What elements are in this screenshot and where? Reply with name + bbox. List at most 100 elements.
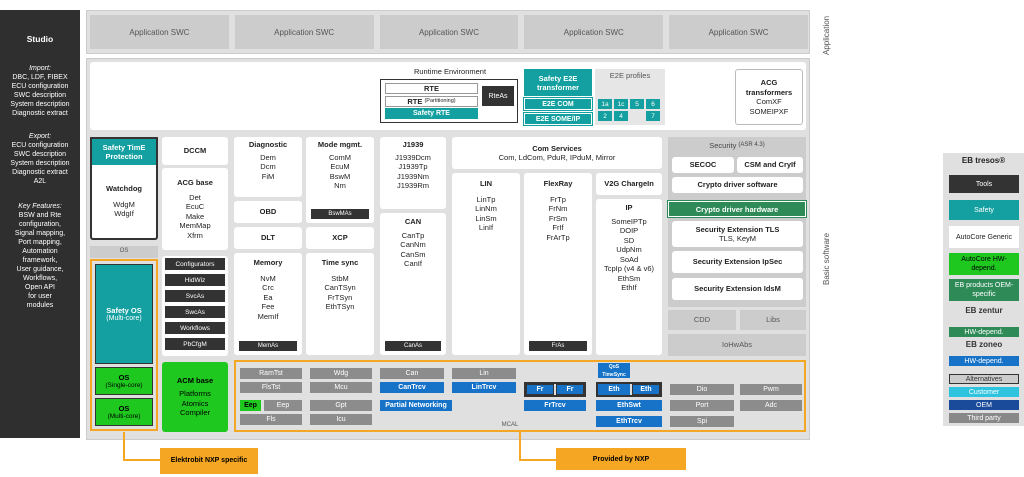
feature-item: Workflows, — [22, 275, 58, 282]
secoc-box: SECOC — [672, 157, 734, 173]
ip-box: IP SomeIPTp DOIP SD UdpNm SoAd TcpIp (v4 & v6… — [596, 199, 662, 355]
can-item: CanSm — [400, 249, 426, 259]
flexray-item: FrNm — [548, 204, 568, 213]
config-tool-box: Configurators — [165, 258, 225, 270]
acg-base-item: Det — [189, 192, 201, 202]
can-item: CanIf — [404, 259, 422, 268]
export-item: A2L — [33, 178, 47, 185]
watchdog-title: Watchdog — [106, 184, 142, 194]
rte-part-label: RTE — [407, 96, 423, 106]
import-item: ECU configuration — [11, 83, 69, 90]
export-item: SWC description — [13, 151, 67, 158]
memory-box: Memory NvM Crc Ea Fee MemIf — [234, 253, 302, 355]
config-tool-box: Workflows — [165, 322, 225, 334]
legend-zentur: EB zentur — [965, 306, 1003, 315]
lin-item: LinIf — [478, 223, 494, 232]
mcal-module: Fls — [240, 414, 302, 425]
config-tool-box: SvcAs — [165, 290, 225, 302]
cdd-box: CDD — [668, 310, 736, 330]
feature-item: configuration, — [18, 221, 61, 228]
e2e-profile: 4 — [614, 111, 628, 121]
os2-title: OS — [118, 404, 130, 413]
config-tool-box: HidWiz — [165, 274, 225, 286]
mcal-module: Icu — [310, 414, 372, 425]
import-item: Diagnostic extract — [12, 110, 68, 117]
acg-base-item: Make — [185, 211, 205, 221]
application-swc: Application SWC — [90, 15, 229, 49]
e2e-profile: 1c — [614, 99, 628, 109]
memas-box: MemAs — [239, 341, 297, 351]
application-swc: Application SWC — [234, 15, 374, 49]
e2e-profile: 6 — [646, 99, 660, 109]
safety-os-sub: (Multi-core) — [106, 315, 142, 322]
e2e-profiles-title: E2E profiles — [609, 71, 651, 80]
time-sync-item: StbM — [331, 273, 349, 283]
mcal-module: Eep — [264, 400, 302, 411]
mcal-label: MCAL — [501, 422, 519, 428]
mcal-module: Adc — [740, 400, 802, 411]
application-swc-row: Application SWC Application SWC Applicatio… — [90, 15, 808, 49]
diagnostic-title: Diagnostic — [248, 140, 288, 149]
e2e-profiles-grid: 1a 1c 5 6 2 4 7 — [598, 99, 662, 123]
mcal-module: Eth — [598, 384, 630, 395]
import-item: System description — [10, 101, 70, 108]
mcal-module: Mcu — [310, 382, 372, 393]
mode-item: EcuM — [330, 162, 350, 171]
j1939-item: J1939Rm — [396, 181, 430, 190]
acg-base-item: MemMap — [179, 221, 211, 230]
j1939-item: J1939Tp — [398, 162, 428, 171]
legend-zentur-hw: HW-depend. — [949, 327, 1019, 337]
os-single-core: OS (Single-core) — [95, 367, 153, 395]
lin-item: LinTp — [476, 194, 496, 204]
flexray-item: FrIf — [552, 223, 564, 232]
ip-item: DOIP — [619, 226, 639, 235]
mcal-module: LinTrcv — [452, 382, 516, 393]
memory-item: NvM — [260, 273, 276, 283]
legend-eb-products: EB products OEM-specific — [949, 279, 1019, 301]
features-heading: Key Features: — [18, 203, 62, 210]
features-list: BSW and Rte configuration, Signal mapping,… — [15, 211, 65, 310]
mcal-module: Lin — [452, 368, 516, 379]
mcal-module: QoS — [598, 363, 630, 371]
mode-item: Nm — [334, 181, 346, 190]
legend-oem: OEM — [949, 400, 1019, 410]
os1-sub: (Single-core) — [105, 382, 143, 389]
legend-alternatives: Alternatives — [949, 374, 1019, 384]
can-items: CanTp CanNm CanSm CanIf — [400, 231, 425, 269]
config-tools-column: Configurators HidWiz SvcAs SwcAs Workflows Pb… — [162, 256, 228, 356]
rte-partitioning-box: RTE (Partitioning) — [385, 96, 478, 107]
watchdog-items: WdgM WdgIf — [113, 200, 135, 219]
safety-rte-box: Safety RTE — [385, 108, 478, 119]
acm-item: Atomics — [181, 398, 209, 408]
feature-item: BSW and Rte — [18, 212, 62, 219]
lin-item: LinSm — [475, 213, 497, 223]
e2e-someip: E2E SOME/IP — [523, 112, 593, 126]
tls-title: Security Extension TLS — [695, 224, 780, 234]
safety-os-box: Safety OS (Multi-core) — [95, 264, 153, 364]
callout-nxp-specific: Elektrobit NXP specific — [160, 448, 258, 474]
ip-title: IP — [625, 203, 633, 212]
os1-title: OS — [118, 373, 130, 382]
j1939-item: J1939Nm — [396, 171, 430, 181]
acm-base-box: ACM base Platforms Atomics Compiler — [162, 362, 228, 432]
sec-ext-tls: Security Extension TLS TLS, KeyM — [672, 221, 803, 247]
mcal-module: RamTst — [240, 368, 302, 379]
mcal-module: Pwm — [740, 384, 802, 395]
mcal-module: Eth — [632, 384, 660, 395]
mcal-module: Port — [670, 400, 734, 411]
feature-item: Open API — [25, 284, 55, 291]
acg-base-items: Det EcuC Make MemMap Xfrm — [179, 193, 210, 241]
mcal-module: Dio — [670, 384, 734, 395]
bswmas-box: BswMAs — [311, 209, 369, 219]
application-swc: Application SWC — [524, 15, 664, 49]
feature-item: for user — [28, 293, 52, 300]
time-sync-items: StbM CanTSyn FrTSyn EthTSyn — [324, 274, 355, 312]
diagnostic-items: Dem Dcm FiM — [260, 153, 276, 182]
watchdog-item: WdgM — [113, 199, 135, 209]
ip-item: EthSm — [617, 273, 641, 283]
config-tool-box: PbCfgM — [165, 338, 225, 350]
acg-base-item: EcuC — [185, 202, 205, 211]
j1939-box: J1939 J1939Dcm J1939Tp J1939Nm J1939Rm — [380, 137, 446, 209]
acg-transformer-item: SOMEIPXF — [749, 106, 789, 116]
legend-tools: Tools — [949, 175, 1019, 193]
